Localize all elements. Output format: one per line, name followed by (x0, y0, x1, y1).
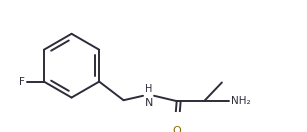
Text: NH₂: NH₂ (231, 96, 251, 106)
Text: N: N (145, 98, 153, 108)
Text: H: H (145, 84, 153, 94)
Text: F: F (19, 77, 25, 87)
Text: O: O (173, 126, 181, 132)
